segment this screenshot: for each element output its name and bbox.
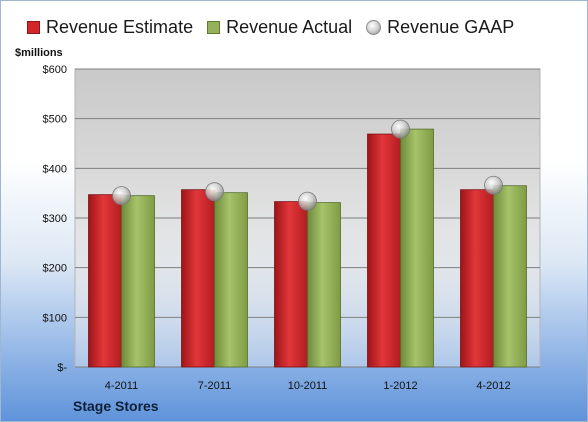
y-tick-label: $600	[43, 64, 67, 76]
company-name: Stage Stores	[73, 398, 159, 414]
x-tick-label: 7-2011	[198, 380, 231, 392]
legend-swatch-gaap	[366, 20, 382, 35]
y-axis-units-label: $millions	[15, 47, 63, 59]
legend-swatch-actual	[207, 21, 221, 34]
marker-revenue-gaap	[484, 175, 503, 195]
legend-label-actual: Revenue Actual	[226, 17, 353, 37]
bar-revenue-actual	[121, 195, 155, 368]
y-tick-label: $500	[43, 114, 67, 126]
y-tick-label: $200	[43, 263, 67, 275]
bar-revenue-actual	[400, 128, 434, 368]
x-tick-label: 10-2011	[288, 380, 328, 392]
y-tick-label: $300	[43, 213, 67, 225]
legend-swatch-estimate	[27, 21, 40, 34]
gaap-markers	[112, 119, 503, 211]
bar-revenue-actual	[493, 185, 527, 368]
y-axis-ticks: $- $100 $200 $300 $400 $500 $600	[43, 64, 68, 374]
bar-revenue-estimate	[274, 201, 308, 368]
marker-revenue-gaap	[298, 191, 317, 211]
legend-label-gaap: Revenue GAAP	[387, 17, 515, 37]
legend-item-actual: Revenue Actual	[207, 17, 352, 38]
legend: Revenue Estimate Revenue Actual Revenue …	[27, 17, 528, 38]
bar-revenue-estimate	[367, 133, 401, 368]
bar-revenue-actual	[307, 202, 341, 368]
x-tick-label: 1-2012	[383, 380, 417, 392]
y-tick-label: $100	[43, 312, 67, 324]
x-tick-label: 4-2012	[476, 380, 510, 392]
bar-revenue-estimate	[460, 189, 494, 368]
y-tick-label: $400	[43, 163, 67, 175]
marker-revenue-gaap	[391, 119, 410, 139]
legend-item-estimate: Revenue Estimate	[27, 17, 193, 38]
legend-label-estimate: Revenue Estimate	[46, 17, 194, 37]
marker-revenue-gaap	[112, 186, 131, 206]
marker-revenue-gaap	[205, 182, 224, 202]
x-tick-label: 4-2011	[105, 380, 138, 392]
bar-revenue-estimate	[88, 194, 122, 368]
bar-revenue-actual	[214, 192, 248, 368]
legend-item-gaap: Revenue GAAP	[366, 17, 514, 38]
x-axis-ticks: 4-2011 7-2011 10-2011 1-2012 4-2012	[105, 380, 511, 392]
y-tick-label: $-	[57, 362, 67, 374]
bar-revenue-estimate	[181, 189, 215, 368]
bar-series	[88, 128, 527, 368]
